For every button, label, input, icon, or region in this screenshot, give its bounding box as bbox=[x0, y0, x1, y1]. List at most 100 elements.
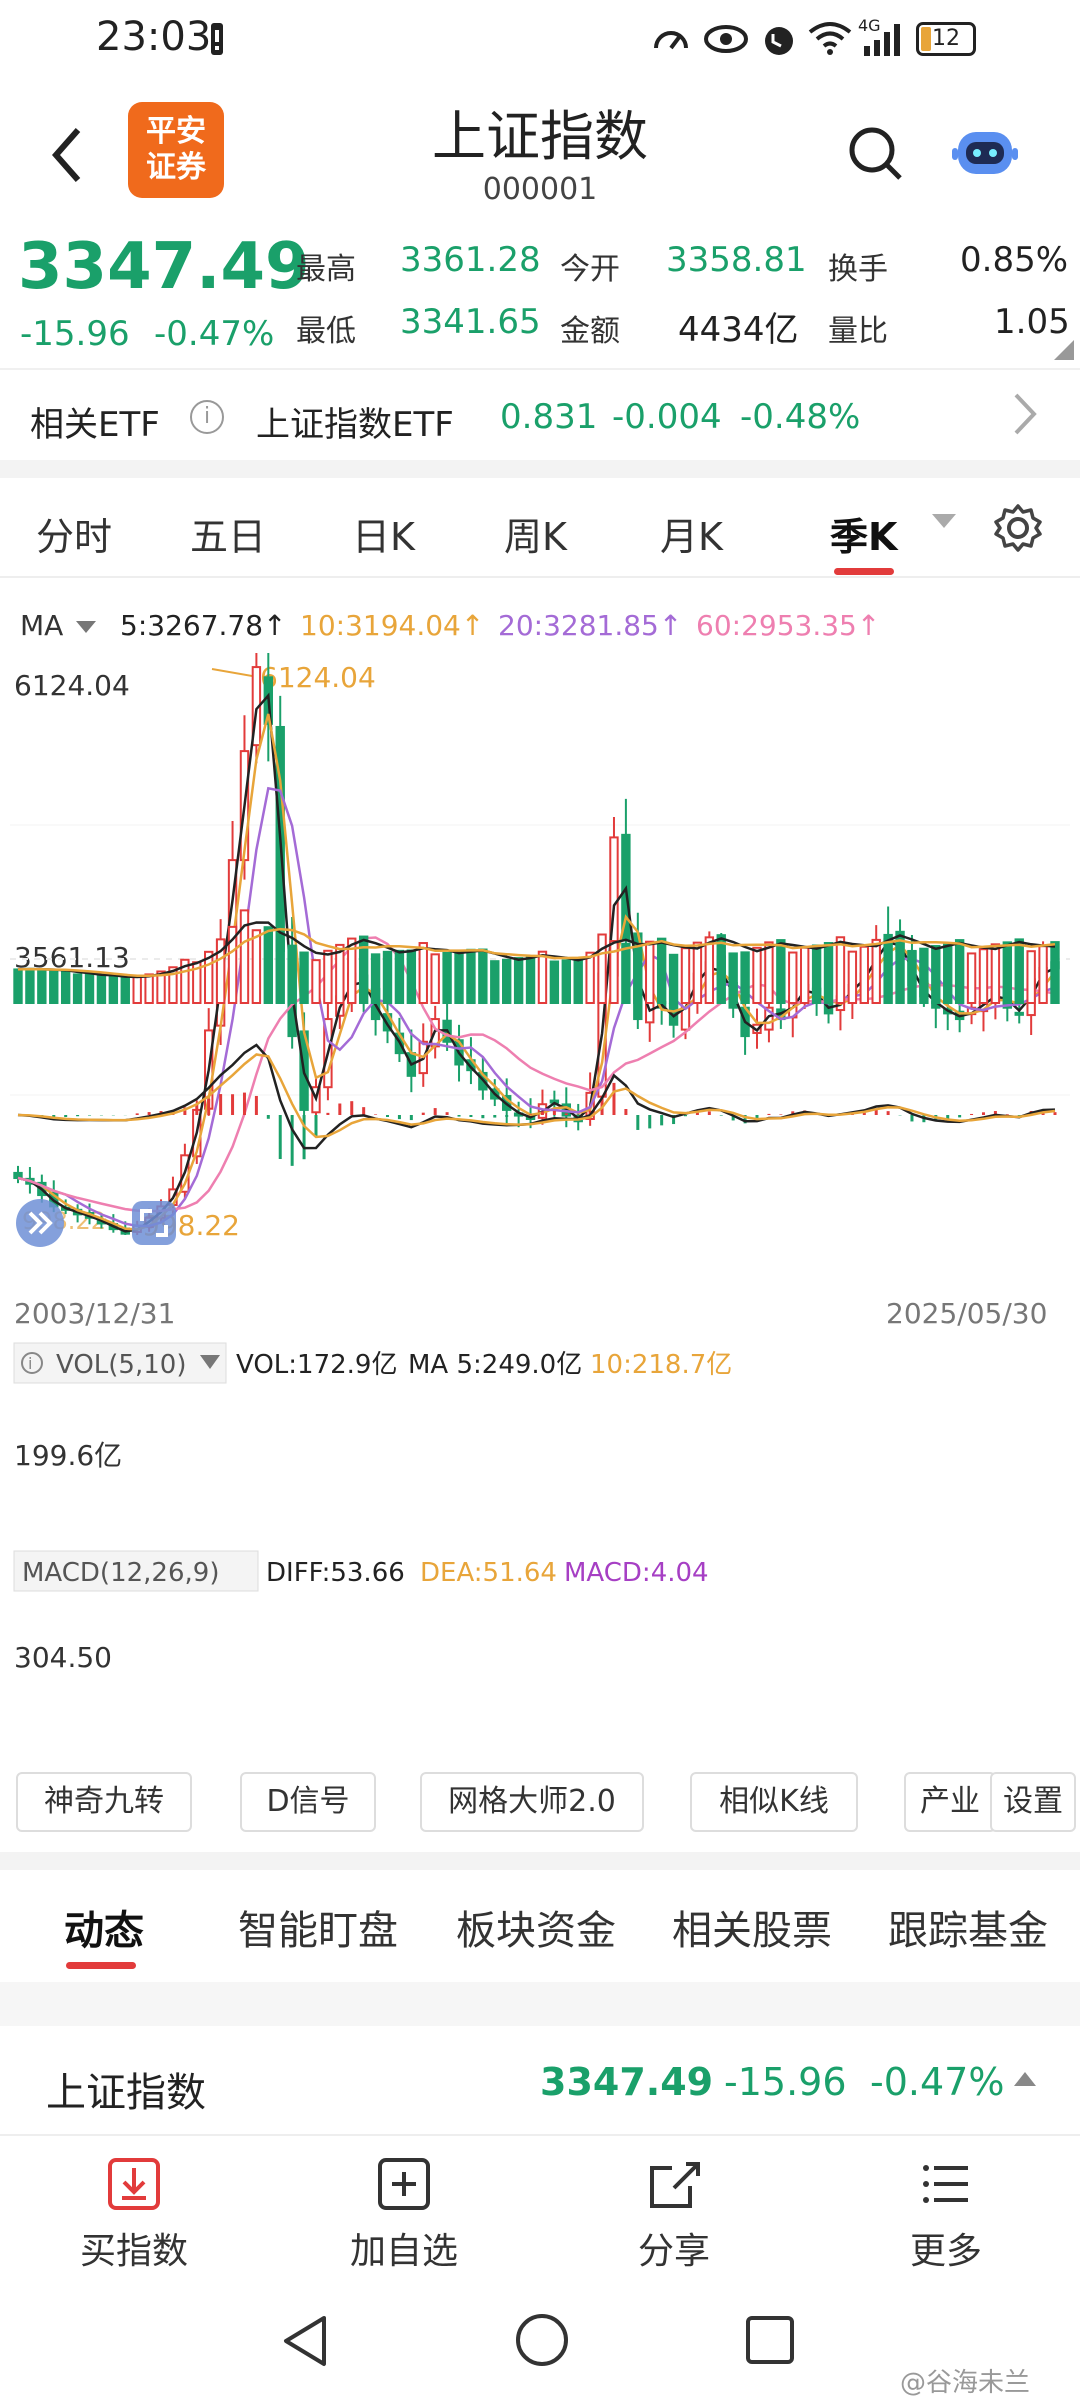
ma5-value: 5:3267.78↑ bbox=[120, 609, 287, 642]
volume-bar bbox=[561, 959, 571, 1004]
volume-bar bbox=[645, 940, 655, 1004]
volume-bar bbox=[835, 936, 846, 1004]
volume-bar bbox=[931, 945, 941, 1004]
tab-tracking-funds[interactable]: 跟踪基金 bbox=[888, 1908, 1048, 1954]
volume-bar bbox=[549, 960, 560, 1004]
volume-bar bbox=[502, 958, 512, 1005]
divider bbox=[0, 368, 1080, 370]
collapse-caret-icon[interactable] bbox=[1014, 2072, 1036, 2086]
turnover-value: 0.85% bbox=[960, 240, 1069, 280]
etf-name: 上证指数ETF bbox=[256, 405, 454, 445]
volume-bar bbox=[764, 941, 774, 1005]
tab-sector-funds[interactable]: 板块资金 bbox=[456, 1908, 616, 1954]
volume-bar bbox=[466, 948, 476, 1004]
volume-bar bbox=[37, 968, 47, 1005]
status-time: 23:03 bbox=[96, 14, 212, 60]
search-button[interactable] bbox=[840, 118, 910, 188]
nine-turn-button[interactable]: 神奇九转 bbox=[16, 1772, 192, 1832]
nav-recents-icon[interactable] bbox=[744, 2314, 796, 2366]
volume-bar bbox=[728, 952, 738, 1004]
volume-bar bbox=[263, 926, 274, 1005]
volume-ratio-label: 量比 bbox=[828, 314, 888, 349]
eye-icon bbox=[704, 25, 748, 53]
volume-bar bbox=[919, 947, 929, 1004]
add-watchlist-button[interactable]: 加自选 bbox=[314, 2156, 494, 2274]
tab-monthly-k[interactable]: 月K bbox=[660, 515, 723, 559]
volume-bar bbox=[156, 970, 166, 1004]
fullscreen-button[interactable] bbox=[132, 1201, 176, 1245]
volume-indicator-selector[interactable]: i VOL(5,10) bbox=[13, 1342, 227, 1384]
expand-left-button[interactable] bbox=[16, 1199, 64, 1247]
back-button[interactable] bbox=[40, 120, 100, 190]
high-value: 3361.28 bbox=[400, 240, 541, 280]
volume-bar bbox=[966, 952, 977, 1004]
tab-weekly-k[interactable]: 周K bbox=[504, 515, 567, 559]
similar-kline-button[interactable]: 相似K线 bbox=[690, 1772, 858, 1832]
grid-master-button[interactable]: 网格大师2.0 bbox=[420, 1772, 644, 1832]
open-value: 3358.81 bbox=[666, 240, 807, 280]
ma60-value: 60:2953.35↑ bbox=[696, 609, 880, 642]
high-label: 最高 bbox=[296, 252, 356, 287]
tab-related-stocks[interactable]: 相关股票 bbox=[672, 1908, 832, 1954]
notification-icon bbox=[211, 23, 223, 55]
open-label: 今开 bbox=[560, 252, 620, 287]
volume-bar bbox=[299, 951, 309, 1004]
etf-label: 相关ETF bbox=[30, 405, 160, 445]
ma60-line bbox=[17, 936, 1056, 1213]
ma20-line bbox=[17, 786, 1056, 1228]
chevron-right-icon[interactable] bbox=[1010, 389, 1040, 439]
volume-bar bbox=[215, 938, 226, 1004]
price-high-label: 6124.04 bbox=[14, 669, 130, 702]
volume-bar bbox=[96, 974, 107, 1005]
d-signal-button[interactable]: D信号 bbox=[240, 1772, 376, 1832]
tab-quarterly-k[interactable]: 季K bbox=[830, 515, 898, 559]
buy-index-button[interactable]: 买指数 bbox=[44, 2156, 224, 2274]
plus-box-icon bbox=[378, 2158, 430, 2210]
ai-assistant-icon[interactable] bbox=[950, 118, 1020, 188]
kline-chart[interactable]: MA 5:3267.78↑ 10:3194.04↑ 20:3281.85↑ 60… bbox=[0, 595, 1080, 1745]
macd-diff: DIFF:53.66 bbox=[266, 1558, 405, 1588]
info-icon[interactable]: i bbox=[190, 400, 224, 434]
index-price: 3347.49 bbox=[540, 2060, 714, 2104]
share-button[interactable]: 分享 bbox=[584, 2156, 764, 2274]
dropdown-caret-icon[interactable] bbox=[932, 514, 956, 530]
volume-bar bbox=[180, 958, 190, 1005]
volume-value: VOL:172.9亿 bbox=[236, 1350, 397, 1380]
nav-back-icon[interactable] bbox=[280, 2314, 330, 2368]
network-type: 4G bbox=[858, 16, 881, 35]
macd-dea: DEA:51.64 bbox=[420, 1558, 557, 1588]
macd-indicator-selector[interactable]: MACD(12,26,9) bbox=[13, 1550, 259, 1592]
tab-daily-k[interactable]: 日K bbox=[352, 515, 415, 559]
share-icon bbox=[650, 2162, 700, 2208]
logo-line-2: 证券 bbox=[146, 150, 206, 185]
low-label: 最低 bbox=[296, 314, 356, 349]
etf-price: 0.831 bbox=[500, 397, 598, 437]
price-change-pct: -0.47% bbox=[154, 314, 275, 354]
index-summary-row[interactable]: 上证指数 3347.49 -15.96 -0.47% bbox=[0, 2026, 1080, 2136]
expand-corner-icon[interactable] bbox=[1054, 340, 1074, 360]
battery-icon: 12 bbox=[916, 22, 976, 56]
chart-settings-button[interactable]: 设置 bbox=[990, 1772, 1076, 1832]
industry-button[interactable]: 产业 bbox=[904, 1772, 996, 1832]
volume-bar bbox=[585, 951, 595, 1005]
broker-logo: 平安 证券 bbox=[128, 102, 224, 198]
max-annotation: 6124.04 bbox=[260, 661, 376, 694]
ma-dropdown-icon[interactable] bbox=[76, 621, 96, 633]
volume-bar bbox=[954, 939, 965, 1004]
tab-five-day[interactable]: 五日 bbox=[190, 515, 267, 559]
more-button[interactable]: 更多 bbox=[856, 2156, 1036, 2274]
volume-bar bbox=[680, 947, 691, 1004]
related-etf-row[interactable]: 相关ETF i 上证指数ETF 0.831 -0.004 -0.48% bbox=[0, 375, 1080, 465]
volume-bar bbox=[25, 967, 35, 1005]
battery-level: 12 bbox=[932, 26, 960, 51]
gear-icon[interactable] bbox=[990, 500, 1046, 556]
tab-intraday[interactable]: 分时 bbox=[36, 515, 113, 559]
add-watchlist-label: 加自选 bbox=[349, 2231, 458, 2272]
volume-bar bbox=[668, 953, 679, 1005]
tab-smart-monitor[interactable]: 智能盯盘 bbox=[238, 1908, 398, 1954]
section-gap bbox=[0, 1852, 1080, 1870]
tab-news[interactable]: 动态 bbox=[64, 1908, 144, 1954]
volume-bar bbox=[323, 949, 333, 1005]
status-bar: 23:03 4G 12 bbox=[0, 0, 1080, 80]
nav-home-icon[interactable] bbox=[514, 2312, 570, 2368]
